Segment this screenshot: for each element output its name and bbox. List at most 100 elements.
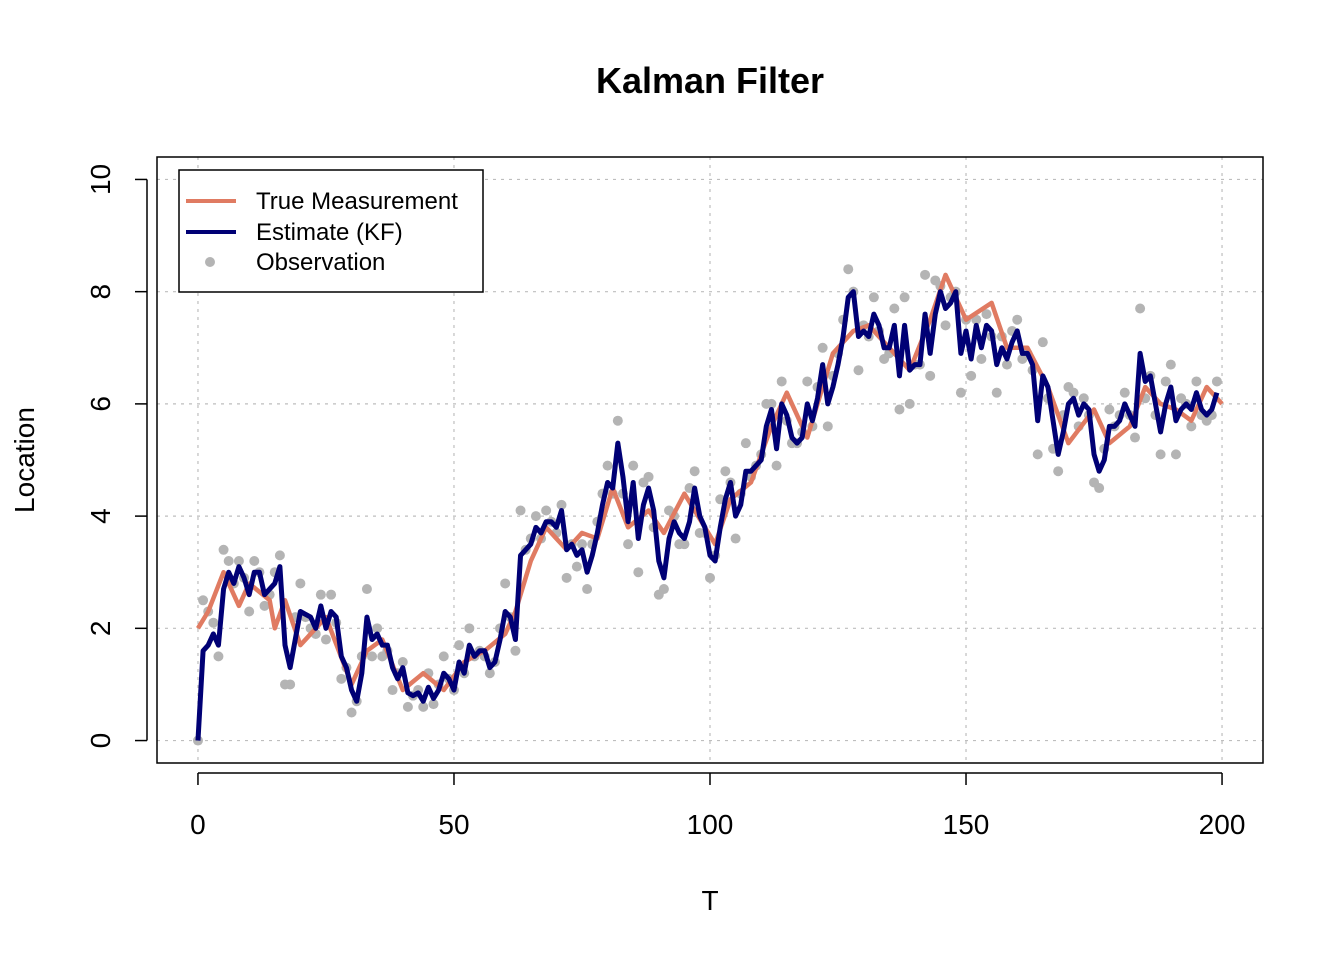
observation-point (705, 572, 715, 583)
observation-point (1165, 359, 1176, 370)
x-axis: 0 50 100 150 200 (190, 772, 1246, 840)
x-tick-label: 100 (687, 809, 734, 840)
observation-point (198, 595, 209, 606)
observation-point (571, 561, 582, 572)
observation-point (428, 699, 439, 710)
legend-swatch-observation (205, 257, 215, 267)
observation-point (259, 600, 270, 611)
legend: True Measurement Estimate (KF) Observati… (178, 169, 484, 293)
observation-point (500, 578, 511, 589)
observation-point (1129, 432, 1140, 443)
observation-point (981, 309, 992, 320)
observation-point (213, 651, 224, 662)
observation-point (1119, 387, 1130, 398)
legend-label-true-measurement: True Measurement (256, 188, 458, 215)
observation-point (740, 438, 751, 449)
observation-point (244, 606, 255, 617)
observation-point (658, 584, 669, 595)
observation-point (1012, 314, 1023, 325)
observation-point (249, 556, 260, 566)
observation-point (955, 387, 966, 398)
observation-point (510, 645, 521, 656)
observation-point (771, 460, 782, 471)
observation-point (346, 707, 357, 718)
observation-point (689, 466, 700, 477)
x-tick-label: 150 (943, 809, 990, 840)
observation-point (612, 415, 623, 426)
y-tick-label: 2 (85, 621, 116, 637)
plot-frame (156, 156, 1264, 764)
observation-point (285, 679, 296, 690)
observation-point (899, 292, 910, 303)
legend-label-observation: Observation (256, 249, 385, 276)
observation-point (464, 623, 475, 634)
observation-point (643, 471, 654, 482)
observation-point (541, 505, 552, 516)
observation-point (766, 398, 777, 409)
observation-point (438, 651, 449, 662)
y-tick-label: 0 (85, 733, 116, 749)
observation-point (1160, 376, 1171, 387)
observation-point (868, 292, 879, 303)
observation-point (853, 365, 864, 376)
observation-point (894, 404, 905, 415)
observation-point (361, 584, 372, 595)
estimate-series (195, 289, 1220, 741)
observation-point (326, 589, 337, 600)
observation-point (889, 303, 900, 314)
observation-point (940, 320, 951, 331)
observation-point (582, 584, 593, 595)
observation-point (1135, 303, 1146, 314)
observation-point (925, 370, 936, 381)
observation-point (720, 466, 731, 477)
observation-point (218, 544, 229, 555)
observation-point (454, 640, 465, 651)
observation-point (484, 668, 495, 679)
observation-point (530, 511, 541, 522)
observation-point (1001, 359, 1012, 370)
observation-point (556, 499, 567, 510)
x-tick-label: 200 (1199, 809, 1246, 840)
observation-point (1211, 376, 1222, 387)
observation-point (802, 376, 813, 387)
y-axis-label: Location (9, 407, 40, 513)
y-axis: 0 2 4 6 8 10 (85, 164, 148, 749)
observation-point (1170, 449, 1181, 460)
observation-point (295, 578, 306, 589)
observation-point (822, 421, 833, 432)
observation-point (372, 623, 383, 634)
observation-point (561, 572, 572, 583)
x-tick-label: 0 (190, 809, 206, 840)
observation-point (1068, 387, 1079, 398)
observation-point (233, 556, 244, 566)
observation-point (602, 460, 613, 471)
observation-point (515, 505, 526, 516)
observation-point (208, 617, 219, 628)
observation-point (623, 539, 634, 550)
observation-point (315, 589, 326, 600)
legend-label-estimate: Estimate (KF) (256, 219, 403, 246)
observation-point (1032, 449, 1043, 460)
observation-point (418, 701, 429, 712)
x-axis-label: T (701, 885, 718, 916)
y-tick-label: 10 (85, 164, 116, 195)
observation-point (1078, 393, 1089, 404)
observation-point (397, 657, 408, 667)
observation-point (966, 370, 977, 381)
y-tick-label: 4 (85, 508, 116, 524)
observation-point (628, 460, 639, 471)
observation-point (1186, 421, 1197, 432)
observation-point (633, 567, 644, 578)
observation-point (843, 264, 854, 275)
estimate-line (195, 289, 1220, 741)
y-tick-label: 8 (85, 284, 116, 300)
observation-point (920, 269, 931, 280)
observation-point (320, 634, 331, 645)
x-tick-label: 50 (438, 809, 469, 840)
observation-point (1094, 483, 1105, 494)
observation-point (679, 539, 690, 550)
observation-point (1155, 449, 1166, 460)
observation-point (387, 685, 398, 696)
